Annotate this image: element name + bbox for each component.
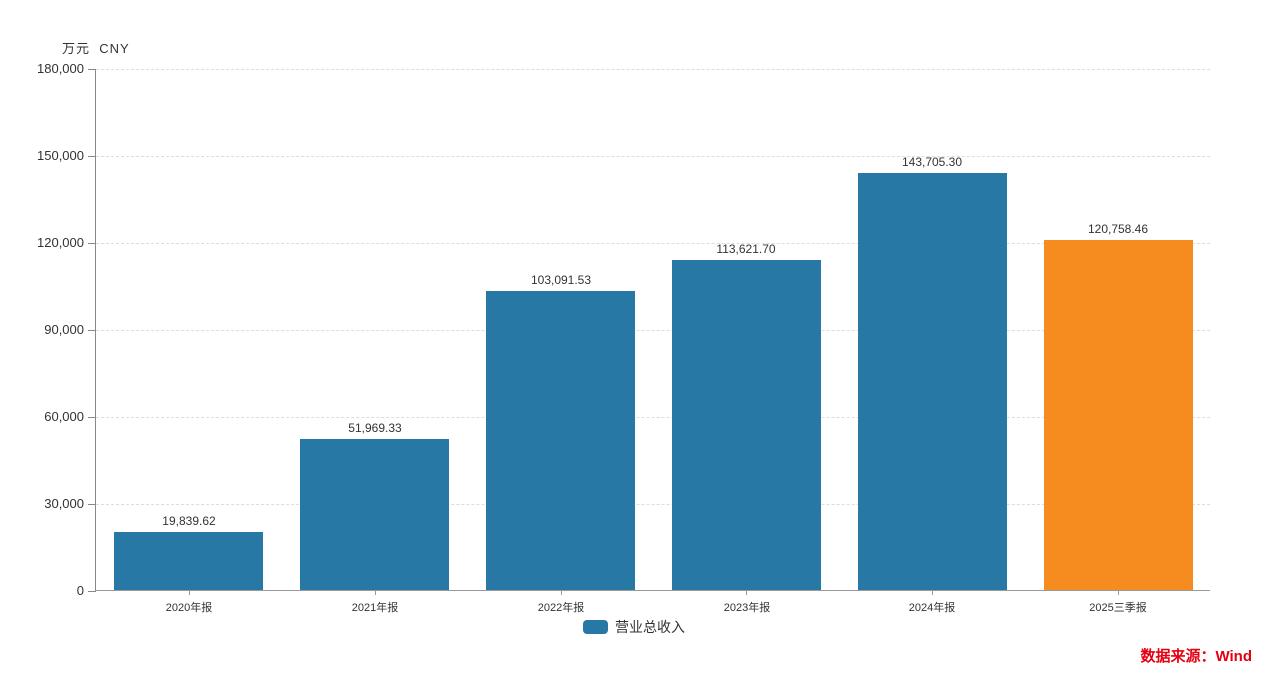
y-axis-tick-label: 120,000	[37, 235, 84, 250]
x-axis-label: 2022年报	[537, 602, 585, 614]
y-axis-tick-label: 60,000	[44, 409, 84, 424]
y-axis-tick	[88, 417, 96, 418]
legend-swatch	[583, 620, 608, 634]
y-axis-tick	[88, 504, 96, 505]
x-axis-label: 2023年报	[723, 602, 771, 614]
bar-2021年报[interactable]	[300, 439, 449, 590]
legend-label: 营业总收入	[615, 619, 685, 635]
y-axis-tick	[88, 591, 96, 592]
x-axis-tick	[375, 590, 376, 595]
bar-value-label: 103,091.53	[530, 273, 592, 287]
gridline	[96, 243, 1210, 244]
y-axis-tick	[88, 156, 96, 157]
x-axis-tick	[561, 590, 562, 595]
bar-value-label: 51,969.33	[348, 421, 402, 435]
bar-value-label: 19,839.62	[162, 514, 216, 528]
y-axis-tick-label: 30,000	[44, 496, 84, 511]
gridline	[96, 330, 1210, 331]
y-axis-tick-label: 150,000	[37, 148, 84, 163]
x-axis-label: 2021年报	[351, 602, 399, 614]
x-axis-label: 2024年报	[908, 602, 956, 614]
y-axis-tick-label: 0	[76, 583, 84, 598]
y-axis-unit-label: 万元 CNY	[62, 41, 130, 56]
y-axis-tick-label: 180,000	[37, 61, 84, 76]
gridline	[96, 504, 1210, 505]
x-axis-label: 2020年报	[165, 602, 213, 614]
y-axis-tick	[88, 69, 96, 70]
bar-2024年报[interactable]	[858, 173, 1007, 590]
gridline	[96, 69, 1210, 70]
plot-area: 0 30,000 60,000 90,000 120,000 150,000 180,000…	[37, 62, 1210, 614]
gridline	[96, 156, 1210, 157]
x-axis-label: 2025三季报	[1089, 602, 1147, 614]
bar-value-label: 113,621.70	[716, 242, 776, 256]
bar-2023年报[interactable]	[672, 260, 821, 590]
bar-value-label: 143,705.30	[901, 155, 963, 169]
x-axis-tick	[189, 590, 190, 595]
y-axis-tick	[88, 243, 96, 244]
bar-2025三季报[interactable]	[1044, 240, 1193, 590]
gridline	[96, 417, 1210, 418]
x-axis-tick	[1118, 590, 1119, 595]
legend-item[interactable]: 营业总收入	[0, 617, 1268, 637]
data-source-label: 数据来源：Wind	[1140, 648, 1252, 665]
x-axis-tick	[746, 590, 747, 595]
x-axis-tick	[932, 590, 933, 595]
y-axis-tick-label: 90,000	[44, 322, 84, 337]
bar-2020年报[interactable]	[114, 532, 263, 590]
y-axis-tick	[88, 330, 96, 331]
bar-value-label: 120,758.46	[1087, 222, 1149, 236]
bar-2022年报[interactable]	[486, 291, 635, 590]
